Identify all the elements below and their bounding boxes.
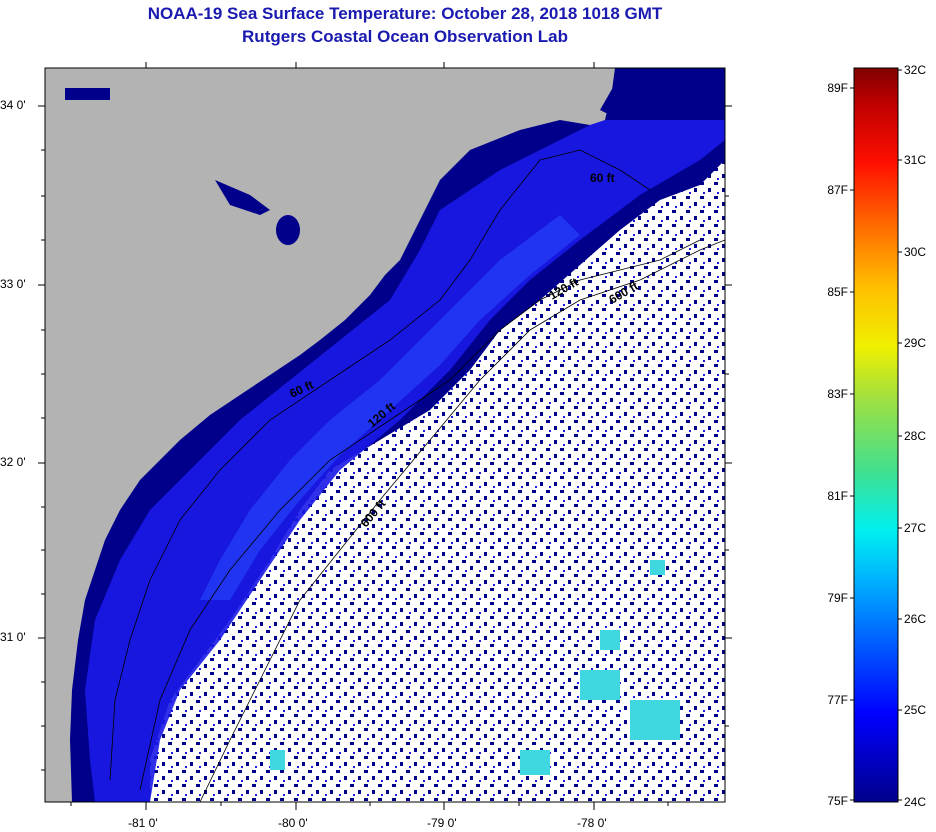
colorbar-c-label: 26C — [904, 612, 927, 626]
lon-tick-label: -80 0' — [278, 816, 308, 830]
contour-label: 60 ft — [590, 171, 615, 185]
depth-contours — [109, 149, 725, 802]
inland-water — [65, 68, 640, 245]
cloud-cover — [150, 160, 725, 802]
chart-subtitle: Rutgers Coastal Ocean Observation Lab — [242, 27, 568, 46]
land — [45, 68, 615, 802]
colorbar-f-label: 83F — [827, 387, 848, 401]
colorbar-c-label: 29C — [904, 336, 927, 350]
colorbar-f-label: 75F — [827, 794, 848, 808]
lat-tick-label: 33 0' — [0, 277, 26, 291]
colorbar-c-label: 32C — [904, 63, 927, 77]
lat-tick-label: 31 0' — [0, 630, 26, 644]
shelf-edge-glow — [200, 215, 580, 600]
map-frame — [44, 67, 726, 803]
colorbar-c-label: 24C — [904, 795, 927, 809]
colorbar-c-label: 25C — [904, 703, 927, 717]
colorbar-c-label: 28C — [904, 429, 927, 443]
lon-tick-label: -79 0' — [427, 816, 457, 830]
lat-tick-label: 34 0' — [0, 98, 26, 112]
colorbar-f-label: 81F — [827, 489, 848, 503]
axis-ticks — [38, 62, 732, 810]
colorbar-f-label: 89F — [827, 81, 848, 95]
chart-title: NOAA-19 Sea Surface Temperature: October… — [147, 4, 663, 23]
colorbar-f-label: 79F — [827, 591, 848, 605]
lon-tick-label: -81 0' — [128, 816, 158, 830]
lon-tick-label: -78 0' — [577, 816, 607, 830]
lat-tick-label: 32 0' — [0, 455, 26, 469]
colorbar-f-label: 77F — [827, 693, 848, 707]
colorbar-f-label: 87F — [827, 183, 848, 197]
colorbar-f-label: 85F — [827, 285, 848, 299]
shelf-water — [85, 120, 725, 802]
colorbar-c-label: 30C — [904, 245, 927, 259]
warm-patches — [270, 560, 680, 775]
colorbar-c-label: 27C — [904, 521, 927, 535]
colorbar-c-label: 31C — [904, 153, 927, 167]
